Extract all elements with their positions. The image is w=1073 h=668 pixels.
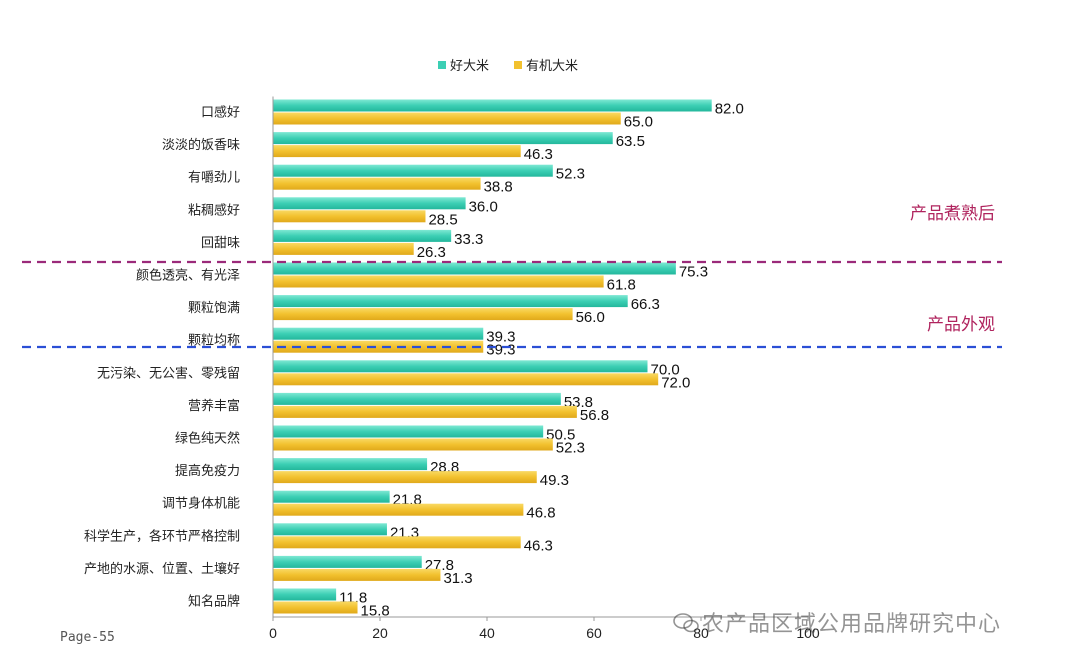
value-label: 52.3 (556, 440, 585, 457)
legend-label-0: 好大米 (450, 59, 489, 74)
value-label: 52.3 (556, 166, 585, 183)
bar-organic-rice (273, 601, 358, 614)
bar-good-rice (273, 523, 387, 536)
category-label: 知名品牌 (188, 594, 240, 610)
bar-organic-rice (273, 471, 537, 484)
bar-organic-rice (273, 210, 426, 223)
bar-good-rice (273, 360, 648, 373)
bar-organic-rice (273, 112, 621, 125)
value-label: 66.3 (631, 296, 660, 313)
value-label: 39.3 (486, 342, 515, 359)
wechat-icon (673, 613, 699, 633)
category-label: 营养丰富 (188, 398, 240, 414)
value-label: 72.0 (661, 374, 690, 391)
category-label: 产地的水源、位置、土壤好 (84, 561, 240, 577)
category-label: 科学生产，各环节严格控制 (84, 528, 240, 544)
page-number: Page-55 (60, 630, 115, 645)
bar-organic-rice (273, 242, 414, 255)
category-label: 提高免疫力 (175, 463, 240, 479)
value-label: 31.3 (443, 570, 472, 587)
x-tick-label: 40 (479, 625, 495, 641)
bar-good-rice (273, 588, 337, 601)
x-tick-label: 0 (269, 625, 277, 641)
watermark: 农产品区域公用品牌研究中心 (672, 606, 1001, 638)
value-label: 38.8 (484, 179, 513, 196)
bar-organic-rice (273, 145, 521, 158)
x-tick-label: 20 (372, 625, 388, 641)
category-label: 绿色纯天然 (175, 431, 240, 447)
bar-good-rice (273, 197, 466, 210)
x-tick-label: 60 (586, 625, 602, 641)
legend-swatch-1 (514, 61, 522, 69)
bar-good-rice (273, 327, 484, 340)
bar-organic-rice (273, 438, 553, 451)
value-label: 61.8 (607, 277, 636, 294)
bar-good-rice (273, 295, 628, 308)
bar-organic-rice (273, 275, 604, 288)
bar-organic-rice (273, 340, 484, 353)
watermark-text: 农产品区域公用品牌研究中心 (702, 612, 1002, 637)
x-tick-label: 100 (796, 625, 820, 641)
category-label: 淡淡的饭香味 (162, 137, 240, 153)
value-label: 36.0 (469, 198, 498, 215)
value-label: 26.3 (417, 244, 446, 261)
value-label: 63.5 (616, 133, 645, 150)
legend-label-1: 有机大米 (526, 59, 578, 74)
bar-good-rice (273, 392, 561, 405)
bar-organic-rice (273, 568, 441, 581)
value-label: 33.3 (454, 231, 483, 248)
bar-good-rice (273, 425, 544, 438)
category-label: 颗粒饱满 (188, 301, 240, 316)
bar-good-rice (273, 490, 390, 503)
category-label: 口感好 (201, 105, 240, 121)
bar-good-rice (273, 229, 452, 242)
value-label: 15.8 (361, 603, 390, 620)
value-label: 49.3 (540, 472, 569, 489)
value-label: 56.0 (576, 309, 605, 326)
bar-organic-rice (273, 373, 659, 386)
value-label: 46.3 (524, 537, 553, 554)
value-label: 28.5 (428, 211, 457, 228)
bar-organic-rice (273, 536, 521, 549)
section-label: 产品煮熟后 (910, 203, 995, 224)
bar-organic-rice (273, 405, 577, 418)
bar-good-rice (273, 262, 676, 275)
bar-good-rice (273, 164, 553, 177)
bar-good-rice (273, 132, 613, 145)
value-label: 75.3 (679, 264, 708, 281)
category-label: 颗粒均称 (188, 334, 240, 349)
category-label: 颜色透亮、有光泽 (136, 268, 240, 284)
value-label: 39.3 (486, 329, 515, 346)
section-label: 产品外观 (927, 315, 995, 335)
value-label: 50.5 (546, 427, 575, 444)
category-label: 调节身体机能 (162, 496, 240, 512)
value-label: 65.0 (624, 114, 653, 131)
value-label: 82.0 (715, 101, 744, 118)
value-label: 46.3 (524, 146, 553, 163)
category-label: 回甜味 (201, 235, 240, 251)
category-label: 粘稠感好 (188, 202, 240, 218)
value-label: 56.8 (580, 407, 609, 424)
bar-good-rice (273, 555, 422, 568)
bar-organic-rice (273, 503, 524, 516)
category-label: 有嚼劲儿 (188, 171, 240, 186)
category-label: 无污染、无公害、零残留 (97, 365, 240, 381)
bar-good-rice (273, 99, 712, 112)
bar-organic-rice (273, 177, 481, 190)
value-label: 46.8 (526, 505, 555, 522)
bar-organic-rice (273, 308, 573, 321)
legend-swatch-0 (438, 61, 446, 69)
bar-good-rice (273, 458, 428, 471)
